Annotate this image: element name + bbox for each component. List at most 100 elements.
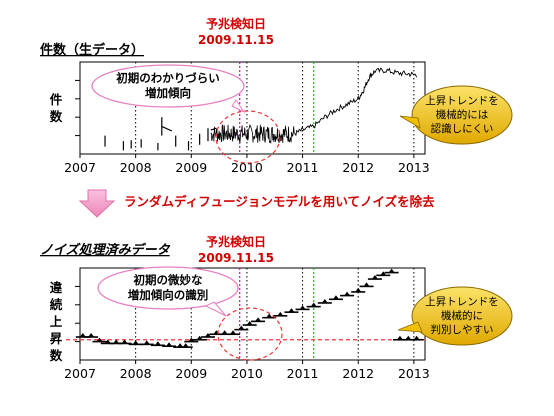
step-marker <box>388 268 395 273</box>
step-marker <box>299 305 306 310</box>
step-marker <box>246 321 253 326</box>
x-tick-label: 2008 <box>120 160 152 175</box>
top-callout-line: 上昇トレンドを <box>425 95 499 107</box>
step-marker <box>104 339 111 344</box>
step-marker <box>166 342 173 347</box>
step-marker <box>177 343 184 348</box>
arrow-caption: ランダムディフュージョンモデルを用いてノイズを除去 <box>124 194 435 209</box>
bottom-ylabel-char: 数 <box>49 348 63 363</box>
top-ylabel: 件数 <box>49 92 63 124</box>
x-tick-label: 2009 <box>175 366 207 381</box>
step-marker <box>344 291 351 296</box>
step-marker <box>380 271 387 276</box>
x-tick-label: 2009 <box>175 160 207 175</box>
step-marker <box>88 333 95 337</box>
top-detection-label: 予兆検知日 <box>206 16 266 31</box>
bottom-ylabel-char: 上 <box>50 314 63 329</box>
x-tick-label: 2012 <box>342 366 374 381</box>
step-marker <box>96 337 103 342</box>
x-tick-label: 2010 <box>231 366 263 381</box>
step-marker <box>204 333 211 337</box>
x-tick-label: 2011 <box>287 366 319 381</box>
top-chart: 件数（生データ） 予兆検知日 2009.11.15 件数 2007 2008 200… <box>40 16 513 175</box>
top-highlight-ellipse <box>215 110 281 164</box>
bottom-ylabel-char: 昇 <box>50 331 63 346</box>
step-marker <box>363 282 370 287</box>
top-y-ticks <box>75 79 80 137</box>
x-tick-label: 2012 <box>342 160 374 175</box>
step-marker <box>355 287 362 292</box>
bottom-callout-line: 上昇トレンドを <box>425 296 499 308</box>
top-callout-line: 機械的には <box>436 108 489 121</box>
bottom-x-tick-labels: 2007 2008 2009 2010 2011 2012 2013 <box>64 360 430 381</box>
bottom-ylabel-char: 違 <box>50 280 63 295</box>
step-marker <box>238 325 245 330</box>
step-marker <box>230 330 237 335</box>
bottom-ellipse-pointer <box>204 301 227 317</box>
step-marker <box>143 340 150 345</box>
top-chart-title: 件数（生データ） <box>40 42 144 58</box>
bottom-detection-date: 2009.11.15 <box>198 251 274 265</box>
bottom-callout-line: 機械的に <box>441 309 483 322</box>
step-marker <box>182 343 189 348</box>
rising-series <box>294 67 418 137</box>
step-marker <box>121 339 128 344</box>
step-marker <box>396 335 403 340</box>
step-marker <box>310 302 317 307</box>
step-marker <box>321 298 328 303</box>
step-marker <box>288 308 295 313</box>
top-ellipse-label-line: 初期のわかりづらい <box>116 71 220 85</box>
step-marker <box>255 317 262 322</box>
top-ylabel-char: 件 <box>50 92 63 107</box>
x-tick-label: 2013 <box>398 160 430 175</box>
bottom-ylabel-char: 続 <box>50 297 63 312</box>
top-detection-date: 2009.11.15 <box>198 33 274 47</box>
step-marker <box>188 337 195 342</box>
step-marker <box>371 275 378 280</box>
step-marker <box>221 330 228 335</box>
bottom-series <box>66 268 425 348</box>
data-segment <box>161 125 173 132</box>
x-tick-label: 2008 <box>120 366 152 381</box>
top-ylabel-char: 数 <box>49 109 63 124</box>
bottom-y-ticks <box>75 285 80 343</box>
step-marker <box>132 340 139 345</box>
down-arrow-icon <box>78 189 116 218</box>
top-callout-pointer <box>399 115 421 129</box>
x-tick-label: 2010 <box>231 160 263 175</box>
step-marker <box>79 333 86 337</box>
step-marker <box>113 339 120 344</box>
top-ellipse-label-line: 増加傾向 <box>145 86 191 100</box>
top-callout-line: 認識しにくい <box>431 122 494 135</box>
x-tick-label: 2007 <box>64 366 96 381</box>
bottom-ellipse-label-line: 増加傾向の識別 <box>128 288 209 302</box>
step-marker <box>196 335 203 340</box>
top-ellipse-pointer <box>231 99 246 114</box>
x-tick-label: 2011 <box>287 160 319 175</box>
bottom-label-ellipse <box>97 266 239 310</box>
bottom-callout-line: 判別しやすい <box>431 324 494 336</box>
top-callout <box>411 85 513 145</box>
step-marker <box>277 311 284 316</box>
bottom-highlight-ellipse <box>217 307 283 361</box>
x-tick-label: 2013 <box>398 366 430 381</box>
step-marker <box>154 341 161 346</box>
step-marker <box>405 335 412 340</box>
top-label-ellipse <box>91 64 245 108</box>
step-marker <box>266 313 273 318</box>
step-marker <box>332 295 339 300</box>
top-x-tick-labels: 2007 2008 2009 2010 2011 2012 2013 <box>64 154 430 175</box>
x-tick-label: 2007 <box>64 160 96 175</box>
data-segment <box>210 127 217 131</box>
bottom-detection-label: 予兆検知日 <box>206 234 266 249</box>
process-arrow: ランダムディフュージョンモデルを用いてノイズを除去 <box>78 189 435 218</box>
bottom-callout-pointer <box>397 321 423 333</box>
bottom-chart-title: ノイズ処理済みデータ <box>40 242 171 258</box>
bottom-callout <box>411 286 513 346</box>
